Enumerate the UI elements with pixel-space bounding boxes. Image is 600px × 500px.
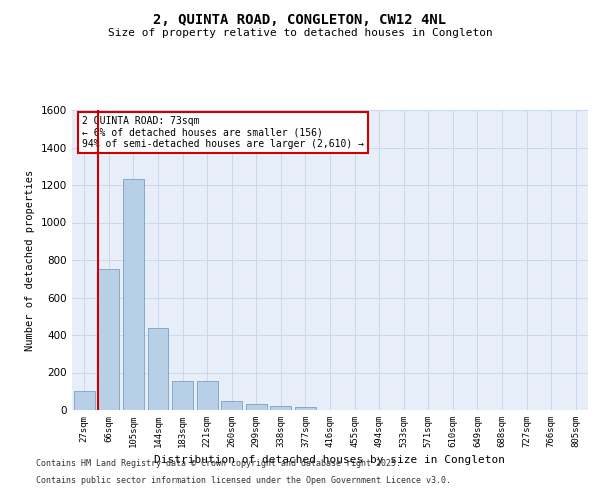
Bar [98, 270, 119, 410]
X-axis label: Distribution of detached houses by size in Congleton: Distribution of detached houses by size … [155, 456, 505, 466]
Text: Contains public sector information licensed under the Open Government Licence v3: Contains public sector information licen… [36, 476, 451, 485]
Bar [221, 400, 242, 410]
Text: Size of property relative to detached houses in Congleton: Size of property relative to detached ho… [107, 28, 493, 38]
Bar [197, 381, 218, 410]
Bar [148, 328, 169, 410]
Text: Contains HM Land Registry data © Crown copyright and database right 2025.: Contains HM Land Registry data © Crown c… [36, 458, 401, 468]
Bar [295, 407, 316, 410]
Text: 2 QUINTA ROAD: 73sqm
← 6% of detached houses are smaller (156)
94% of semi-detac: 2 QUINTA ROAD: 73sqm ← 6% of detached ho… [82, 116, 364, 149]
Bar [172, 381, 193, 410]
Y-axis label: Number of detached properties: Number of detached properties [25, 170, 35, 350]
Bar [123, 180, 144, 410]
Bar [74, 391, 95, 410]
Bar [271, 406, 292, 410]
Text: 2, QUINTA ROAD, CONGLETON, CW12 4NL: 2, QUINTA ROAD, CONGLETON, CW12 4NL [154, 12, 446, 26]
Bar [246, 404, 267, 410]
